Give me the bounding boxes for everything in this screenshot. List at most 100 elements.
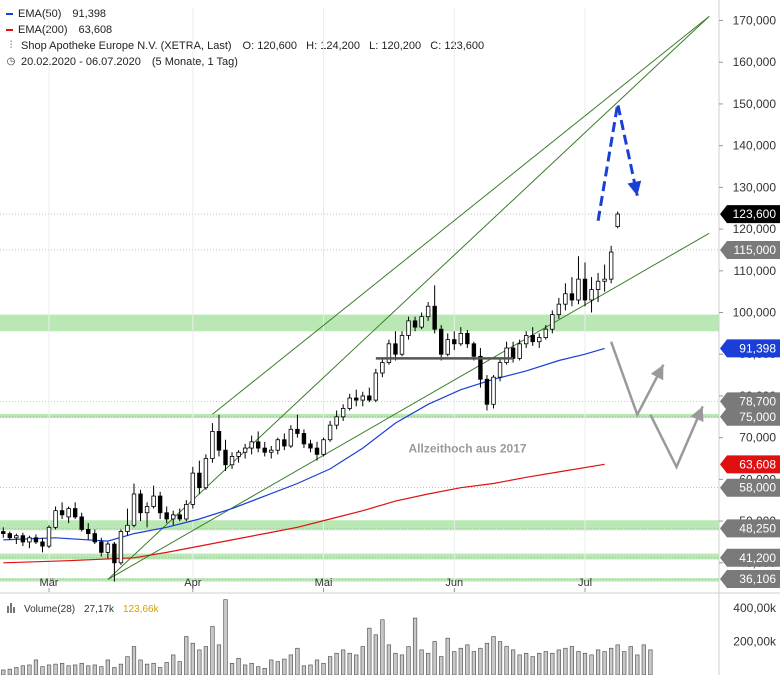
candle-body	[151, 495, 156, 507]
volume-last: 123,66k	[123, 604, 160, 615]
volume-bar	[648, 649, 653, 675]
volume-bar	[360, 646, 365, 675]
candle-body	[1, 531, 6, 534]
price-tag-label: 58,000	[739, 481, 776, 495]
candle-body	[99, 541, 104, 553]
y-tick-label: 70,000	[739, 431, 776, 445]
candle-body	[589, 289, 594, 301]
arrow-head	[627, 180, 642, 196]
price-tag	[720, 240, 780, 259]
volume-bar	[190, 642, 195, 675]
ema-lines	[3, 347, 605, 564]
volume-bar	[14, 667, 19, 675]
volume-bar	[112, 667, 117, 675]
volume-bar	[33, 659, 39, 675]
candle-body	[563, 293, 568, 305]
candle-body	[543, 328, 548, 338]
candle-body	[602, 278, 607, 282]
volume-bar	[243, 664, 248, 675]
volume-bar	[406, 646, 411, 675]
volume-bar	[40, 666, 45, 675]
candle-body	[223, 449, 228, 466]
price-tag	[720, 548, 780, 567]
volume-bar	[524, 652, 529, 675]
volume-bar	[105, 659, 110, 675]
candle-body	[275, 439, 280, 451]
volume-bar	[184, 636, 189, 675]
volume-bar	[458, 647, 463, 675]
volume-bar	[223, 599, 228, 675]
candle-body	[112, 543, 117, 564]
scenario-arrows	[596, 103, 704, 470]
candle-body	[177, 514, 182, 520]
candle-body	[131, 493, 137, 526]
volume-bar	[367, 627, 372, 675]
candle-body	[576, 278, 581, 301]
candle-body	[510, 347, 516, 359]
candle-body	[334, 416, 339, 426]
candle-body	[615, 213, 620, 227]
volume-bar	[314, 659, 320, 675]
channel-line	[107, 15, 710, 580]
candle-body	[367, 395, 372, 401]
volume-bar	[432, 641, 437, 675]
y-tick-label: 170,000	[733, 14, 777, 28]
price-axis: 40,00050,00060,00070,00080,00090,000100,…	[719, 14, 780, 589]
support-zone	[0, 578, 719, 582]
price-tag-label: 123,600	[733, 207, 777, 221]
candles	[1, 211, 620, 582]
scenario-arrow-gray	[609, 341, 665, 418]
volume-bar	[537, 652, 542, 675]
volume-bar	[27, 664, 32, 675]
candle-body	[406, 320, 411, 336]
volume-bar	[569, 646, 575, 675]
volume-bar	[86, 665, 91, 675]
volume-label: Volume(28)	[24, 604, 75, 615]
price-tag-label: 41,200	[739, 551, 776, 565]
candle-body	[530, 335, 535, 343]
volume-bar	[373, 634, 378, 675]
ohlc-values: O: 120,600 H: 124,200 L: 120,200 C: 123,…	[242, 40, 485, 52]
volume-bar	[628, 646, 633, 675]
volume-bar	[478, 647, 483, 675]
candle-body	[360, 395, 365, 401]
volume-bar	[275, 661, 280, 675]
candle-body	[216, 430, 222, 451]
x-tick-label: Jul	[578, 577, 592, 589]
candle-body	[569, 293, 575, 301]
candle-body	[157, 495, 163, 514]
support-zone	[0, 553, 719, 560]
volume-bar	[144, 663, 150, 675]
volume-bar	[7, 668, 12, 675]
candlestick-icon: ⫶	[9, 40, 13, 51]
candle-body	[412, 320, 418, 328]
legend-period: ◷ 20.02.2020 - 06.07.2020 (5 Monate, 1 T…	[6, 54, 484, 70]
candle-body	[138, 493, 143, 514]
candle-body	[491, 376, 496, 405]
arrow-head	[690, 406, 704, 422]
candle-body	[425, 305, 431, 318]
candle-body	[171, 514, 176, 520]
candle-body	[282, 439, 287, 447]
volume-bar	[511, 649, 516, 675]
instrument-name: Shop Apotheke Europe N.V. (XETRA, Last)	[21, 40, 232, 52]
price-tag-label: 63,608	[739, 457, 776, 471]
volume-bar	[517, 654, 522, 675]
support-zone	[0, 314, 719, 332]
ema200-value: 63,608	[78, 24, 113, 36]
legend-instrument: ⫶ Shop Apotheke Europe N.V. (XETRA, Last…	[6, 38, 484, 54]
ema50-value: 91,398	[72, 8, 107, 20]
volume-bar	[118, 663, 124, 675]
ema50-label: EMA(50)	[18, 8, 62, 20]
candle-body	[242, 447, 248, 453]
candle-body	[255, 441, 261, 449]
candle-body	[20, 535, 26, 543]
volume-bar	[615, 644, 620, 675]
candle-body	[517, 343, 522, 359]
period-note: (5 Monate, 1 Tag)	[151, 56, 238, 68]
volume-bar	[282, 658, 287, 675]
candle-body	[347, 397, 352, 409]
candle-body	[14, 535, 19, 539]
price-tag	[720, 478, 780, 497]
